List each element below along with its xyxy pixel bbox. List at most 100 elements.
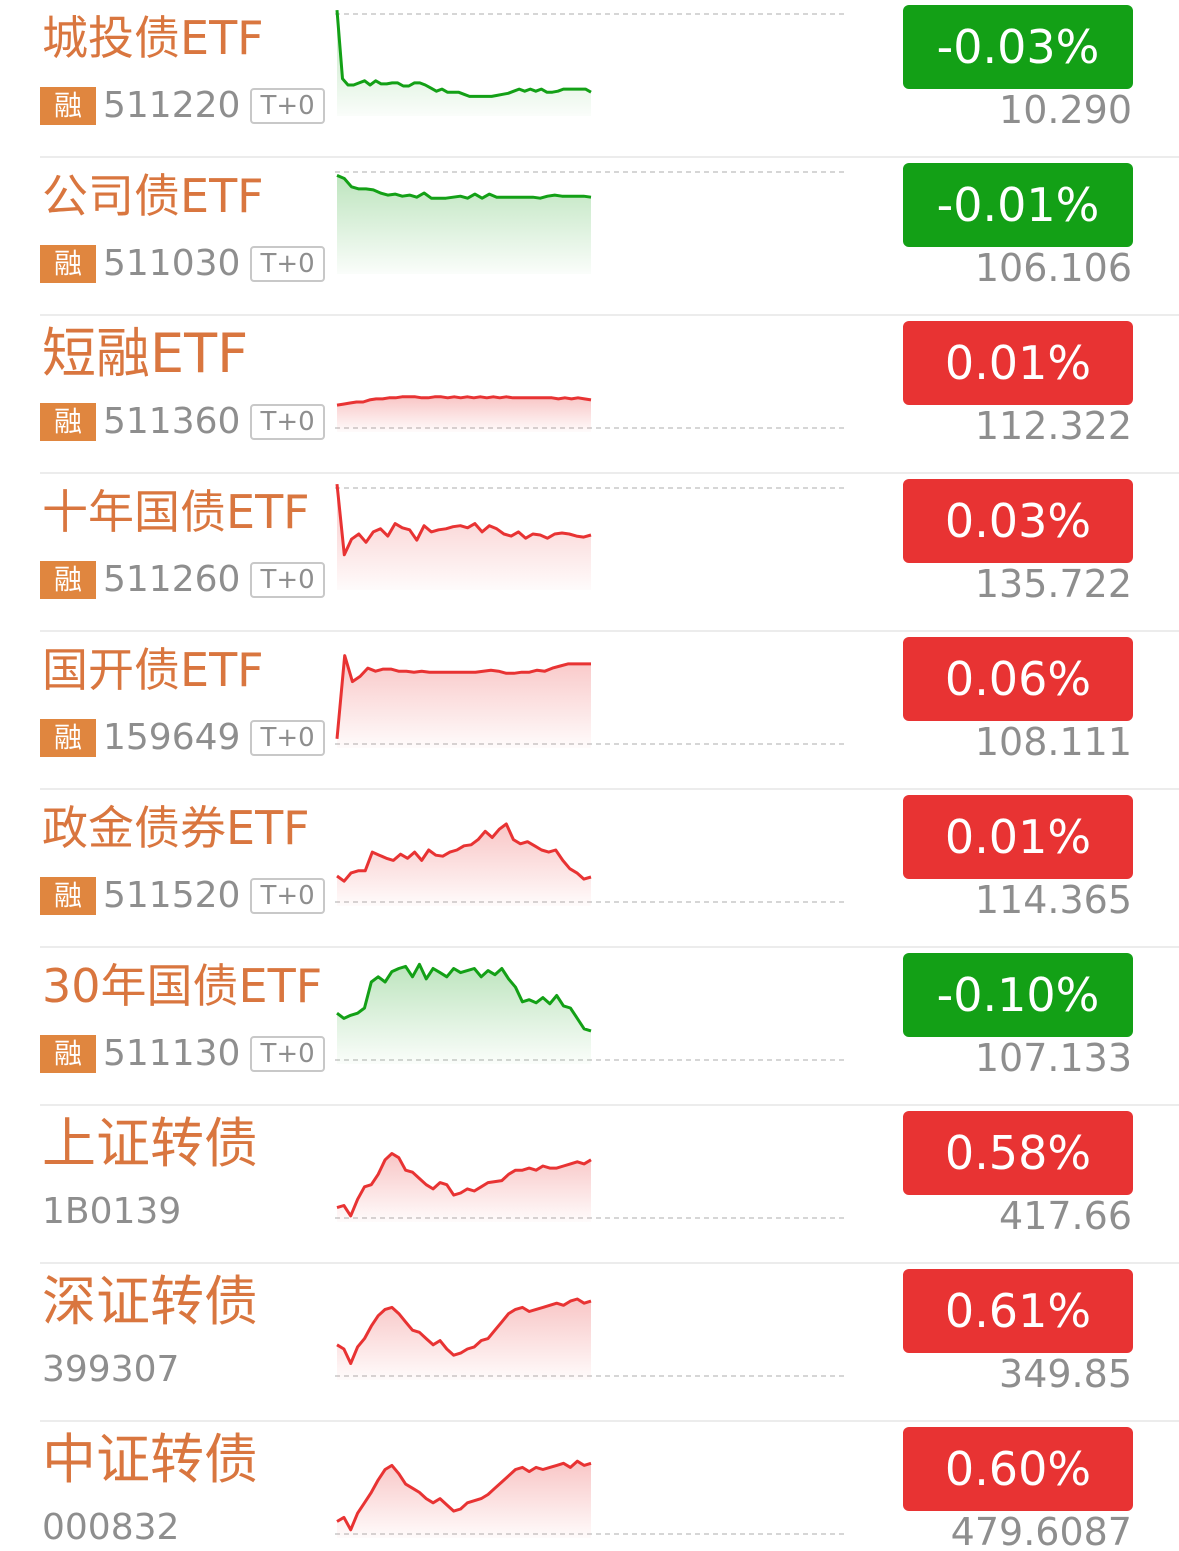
sparkline-line — [335, 654, 591, 739]
security-row[interactable]: 城投债ETF 融 511220 T+0 -0.03% 10.290 — [0, 0, 1179, 158]
security-meta: 融 511220 T+0 — [40, 86, 325, 126]
sparkline-line — [335, 483, 592, 557]
security-code: 511030 — [103, 243, 241, 284]
security-meta: 融 511130 T+0 — [40, 1034, 325, 1074]
intraday-sparkline — [335, 483, 847, 590]
change-percent-badge[interactable]: -0.10% — [903, 953, 1133, 1037]
intraday-sparkline — [335, 171, 847, 274]
sparkline-area — [337, 484, 591, 590]
t0-badge: T+0 — [250, 404, 325, 440]
row-divider — [40, 1104, 1179, 1106]
intraday-sparkline — [335, 395, 847, 432]
t0-badge: T+0 — [250, 878, 325, 914]
row-divider — [40, 630, 1179, 632]
change-percent-badge[interactable]: 0.61% — [903, 1269, 1133, 1353]
margin-badge: 融 — [40, 719, 96, 757]
security-meta: 融 511520 T+0 — [40, 876, 325, 916]
margin-badge: 融 — [40, 87, 96, 125]
t0-badge: T+0 — [250, 1036, 325, 1072]
sparkline-line — [336, 174, 592, 200]
margin-badge: 融 — [40, 403, 96, 441]
security-row[interactable]: 30年国债ETF 融 511130 T+0 -0.10% 107.133 — [0, 948, 1179, 1106]
security-meta: 399307 — [40, 1350, 179, 1390]
intraday-sparkline — [335, 962, 847, 1064]
security-name: 深证转债 — [42, 1270, 258, 1333]
change-percent-badge[interactable]: 0.01% — [903, 795, 1133, 879]
security-name: 短融ETF — [42, 322, 249, 385]
security-name: 国开债ETF — [42, 643, 264, 697]
change-percent-badge[interactable]: 0.60% — [903, 1427, 1133, 1511]
change-percent-badge[interactable]: -0.01% — [903, 163, 1133, 247]
last-price: 10.290 — [999, 88, 1132, 132]
row-divider — [40, 314, 1179, 316]
last-price: 135.722 — [974, 562, 1132, 606]
security-name: 公司债ETF — [42, 169, 264, 223]
margin-badge: 融 — [40, 561, 96, 599]
t0-badge: T+0 — [250, 88, 325, 124]
last-price: 114.365 — [974, 878, 1132, 922]
sparkline-area — [337, 824, 591, 906]
security-row[interactable]: 公司债ETF 融 511030 T+0 -0.01% 106.106 — [0, 158, 1179, 316]
security-row[interactable]: 十年国债ETF 融 511260 T+0 0.03% 135.722 — [0, 474, 1179, 632]
sparkline-area — [337, 1461, 591, 1538]
last-price: 479.6087 — [950, 1510, 1132, 1551]
change-percent-badge[interactable]: 0.03% — [903, 479, 1133, 563]
change-percent-badge[interactable]: 0.06% — [903, 637, 1133, 721]
row-divider — [40, 472, 1179, 474]
security-name: 上证转债 — [42, 1112, 258, 1175]
security-name: 中证转债 — [42, 1428, 258, 1491]
security-code: 511260 — [103, 559, 241, 600]
sparkline-line — [336, 822, 592, 883]
security-code: 511130 — [103, 1033, 241, 1074]
sparkline-line — [336, 395, 592, 407]
row-divider — [40, 946, 1179, 948]
sparkline-line — [336, 962, 592, 1033]
security-code: 511520 — [103, 875, 241, 916]
sparkline-area — [337, 10, 591, 117]
t0-badge: T+0 — [250, 562, 325, 598]
security-meta: 融 511030 T+0 — [40, 244, 325, 284]
change-percent-badge[interactable]: 0.58% — [903, 1111, 1133, 1195]
row-divider — [40, 1262, 1179, 1264]
security-row[interactable]: 中证转债 000832 0.60% 479.6087 — [0, 1422, 1179, 1551]
change-percent-badge[interactable]: 0.01% — [903, 321, 1133, 405]
security-meta: 融 511360 T+0 — [40, 402, 325, 442]
security-name: 政金债券ETF — [42, 801, 310, 855]
security-row[interactable]: 深证转债 399307 0.61% 349.85 — [0, 1264, 1179, 1422]
last-price: 349.85 — [999, 1352, 1132, 1396]
intraday-sparkline — [335, 1152, 847, 1222]
sparkline-line — [336, 1152, 592, 1218]
last-price: 106.106 — [974, 246, 1132, 290]
sparkline-line — [335, 9, 592, 98]
security-row[interactable]: 上证转债 1B0139 0.58% 417.66 — [0, 1106, 1179, 1264]
intraday-sparkline — [335, 1459, 847, 1538]
row-divider — [40, 156, 1179, 158]
t0-badge: T+0 — [250, 720, 325, 756]
security-row[interactable]: 国开债ETF 融 159649 T+0 0.06% 108.111 — [0, 632, 1179, 790]
sparkline-area — [337, 1299, 591, 1380]
last-price: 107.133 — [974, 1036, 1132, 1080]
sparkline-area — [337, 655, 591, 748]
change-percent-badge[interactable]: -0.03% — [903, 5, 1133, 89]
last-price: 417.66 — [999, 1194, 1132, 1238]
intraday-sparkline — [335, 822, 847, 906]
security-code: 511220 — [103, 85, 241, 126]
last-price: 108.111 — [974, 720, 1132, 764]
security-code: 399307 — [42, 1349, 180, 1390]
row-divider — [40, 788, 1179, 790]
intraday-sparkline — [335, 9, 847, 117]
security-row[interactable]: 短融ETF 融 511360 T+0 0.01% 112.322 — [0, 316, 1179, 474]
sparkline-area — [337, 175, 591, 274]
sparkline-line — [336, 1297, 592, 1365]
security-meta: 融 511260 T+0 — [40, 560, 325, 600]
sparkline-area — [337, 396, 591, 432]
security-row[interactable]: 政金债券ETF 融 511520 T+0 0.01% 114.365 — [0, 790, 1179, 948]
security-meta: 1B0139 — [40, 1192, 181, 1232]
intraday-sparkline — [335, 654, 847, 748]
sparkline-area — [337, 1153, 591, 1222]
sparkline-area — [337, 964, 591, 1064]
security-code: 000832 — [42, 1507, 180, 1548]
security-meta: 000832 — [40, 1508, 179, 1548]
margin-badge: 融 — [40, 1035, 96, 1073]
security-code: 511360 — [103, 401, 241, 442]
